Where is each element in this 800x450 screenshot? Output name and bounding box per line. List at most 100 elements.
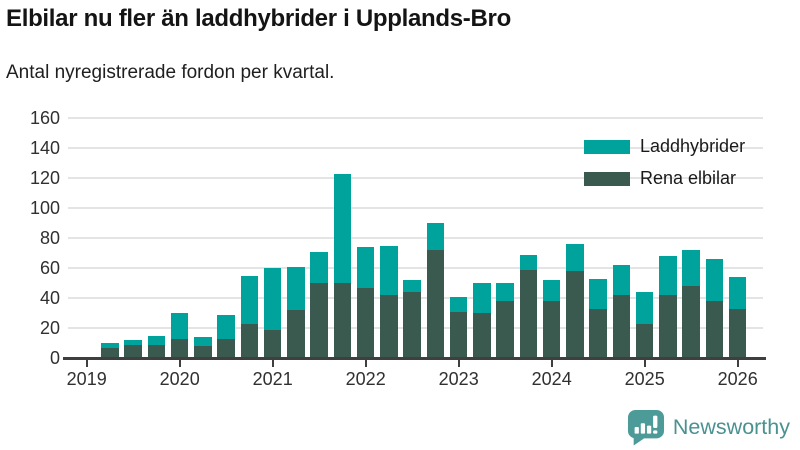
gridline-60 xyxy=(68,267,763,269)
bar-segment-2022Q3-rena-elbilar xyxy=(403,292,421,358)
bar-segment-2025Q1-laddhybrider xyxy=(635,292,654,324)
bar-segment-2019Q4-laddhybrider xyxy=(147,335,166,345)
legend-item-laddhybrider: Laddhybrider xyxy=(584,136,745,157)
bar-segment-2022Q2-laddhybrider xyxy=(380,245,398,295)
x-tick-2025 xyxy=(643,360,646,367)
bar-segment-2025Q1-rena-elbilar xyxy=(635,323,654,358)
bar-segment-2019Q3-laddhybrider xyxy=(124,340,142,345)
bar-segment-2022Q2-rena-elbilar xyxy=(380,295,398,358)
bar-segment-2022Q1-rena-elbilar xyxy=(356,287,375,358)
bar-segment-2021Q3-rena-elbilar xyxy=(310,283,328,358)
bar-segment-2024Q2-laddhybrider xyxy=(566,244,584,271)
legend-item-rena-elbilar: Rena elbilar xyxy=(584,168,745,189)
bar-segment-2019Q3-rena-elbilar xyxy=(124,344,142,358)
bar-segment-2021Q2-laddhybrider xyxy=(287,266,305,310)
bar-segment-2026Q1-rena-elbilar xyxy=(728,308,747,358)
bar-segment-2021Q1-rena-elbilar xyxy=(263,329,282,358)
brand-name: Newsworthy xyxy=(672,415,790,439)
bar-segment-2023Q1-laddhybrider xyxy=(449,296,468,312)
bar-segment-2026Q1-laddhybrider xyxy=(728,277,747,309)
bar-segment-2024Q3-rena-elbilar xyxy=(589,308,607,358)
legend-label-laddhybrider: Laddhybrider xyxy=(640,136,746,156)
x-tick-label-2019: 2019 xyxy=(66,369,107,389)
bar-segment-2019Q2-rena-elbilar xyxy=(101,347,119,358)
gridline-100 xyxy=(68,207,763,209)
x-axis-line xyxy=(63,357,766,360)
chart-title: Elbilar nu fler än laddhybrider i Upplan… xyxy=(6,5,511,32)
x-tick-label-2024: 2024 xyxy=(531,369,572,389)
bar-segment-2024Q1-laddhybrider xyxy=(542,280,561,301)
bar-segment-2024Q4-laddhybrider xyxy=(612,265,631,295)
x-tick-2021 xyxy=(271,360,274,367)
newsworthy-logo-icon xyxy=(627,409,664,446)
legend-swatch-rena-elbilar xyxy=(584,171,630,186)
y-tick-label-100: 100 xyxy=(29,198,60,218)
bar-segment-2023Q3-laddhybrider xyxy=(496,283,514,301)
x-tick-2026 xyxy=(736,360,739,367)
x-tick-label-2023: 2023 xyxy=(438,369,479,389)
bar-segment-2025Q3-rena-elbilar xyxy=(682,286,700,358)
bar-segment-2020Q3-laddhybrider xyxy=(217,314,235,339)
chart-subtitle: Antal nyregistrerade fordon per kvartal. xyxy=(6,62,335,83)
bar-segment-2024Q1-rena-elbilar xyxy=(542,301,561,358)
y-tick-label-160: 160 xyxy=(29,108,60,128)
bar-segment-2022Q3-laddhybrider xyxy=(403,280,421,292)
bar-segment-2023Q3-rena-elbilar xyxy=(496,301,514,358)
x-tick-2022 xyxy=(364,360,367,367)
bar-segment-2023Q4-rena-elbilar xyxy=(519,269,538,358)
bar-segment-2025Q2-rena-elbilar xyxy=(659,295,677,358)
bar-segment-2023Q2-rena-elbilar xyxy=(473,313,491,358)
y-tick-label-120: 120 xyxy=(29,168,60,188)
x-tick-label-2026: 2026 xyxy=(717,369,758,389)
bar-segment-2020Q3-rena-elbilar xyxy=(217,338,235,358)
y-tick-label-0: 0 xyxy=(49,348,60,368)
bar-segment-2024Q2-rena-elbilar xyxy=(566,271,584,358)
bar-segment-2020Q4-rena-elbilar xyxy=(240,323,259,358)
brand-footer: Newsworthy xyxy=(627,409,790,446)
bar-segment-2023Q2-laddhybrider xyxy=(473,283,491,313)
bar-segment-2021Q4-laddhybrider xyxy=(333,173,352,283)
y-tick-label-80: 80 xyxy=(39,228,60,248)
bar-segment-2022Q1-laddhybrider xyxy=(356,247,375,288)
bar-segment-2020Q2-laddhybrider xyxy=(194,337,212,346)
bar-segment-2020Q1-rena-elbilar xyxy=(170,338,189,358)
x-tick-2023 xyxy=(457,360,460,367)
bar-segment-2025Q4-rena-elbilar xyxy=(705,301,724,358)
legend-swatch-laddhybrider xyxy=(584,139,630,154)
bar-segment-2024Q3-laddhybrider xyxy=(589,278,607,309)
y-tick-label-140: 140 xyxy=(29,138,60,158)
bar-segment-2021Q4-rena-elbilar xyxy=(333,283,352,358)
bar-segment-2023Q1-rena-elbilar xyxy=(449,311,468,358)
x-tick-2019 xyxy=(85,360,88,367)
y-tick-label-60: 60 xyxy=(39,258,60,278)
gridline-160 xyxy=(68,117,763,119)
x-tick-2024 xyxy=(550,360,553,367)
gridline-140 xyxy=(68,147,763,149)
bar-segment-2021Q1-laddhybrider xyxy=(263,268,282,330)
x-tick-label-2020: 2020 xyxy=(159,369,200,389)
legend-label-rena-elbilar: Rena elbilar xyxy=(640,168,737,188)
bar-segment-2019Q4-rena-elbilar xyxy=(147,344,166,358)
gridline-120 xyxy=(68,177,763,179)
bar-segment-2021Q3-laddhybrider xyxy=(310,251,328,283)
bar-segment-2020Q4-laddhybrider xyxy=(240,275,259,324)
bar-segment-2019Q2-laddhybrider xyxy=(101,343,119,348)
plot-area: Laddhybrider Rena elbilar 0 20 40 60 80 100 12… xyxy=(30,108,766,389)
bar-segment-2025Q3-laddhybrider xyxy=(682,250,700,286)
legend: Laddhybrider Rena elbilar xyxy=(584,136,745,200)
y-tick-label-40: 40 xyxy=(39,288,60,308)
bar-segment-2021Q2-rena-elbilar xyxy=(287,310,305,358)
bar-segment-2022Q4-rena-elbilar xyxy=(426,250,445,358)
y-tick-label-20: 20 xyxy=(39,318,60,338)
bar-segment-2020Q2-rena-elbilar xyxy=(194,346,212,358)
bar-segment-2023Q4-laddhybrider xyxy=(519,254,538,270)
x-tick-label-2021: 2021 xyxy=(252,369,293,389)
bar-segment-2022Q4-laddhybrider xyxy=(426,223,445,250)
gridline-80 xyxy=(68,237,763,239)
x-tick-label-2025: 2025 xyxy=(624,369,665,389)
bar-segment-2025Q2-laddhybrider xyxy=(659,256,677,295)
bar-segment-2024Q4-rena-elbilar xyxy=(612,295,631,358)
bar-segment-2025Q4-laddhybrider xyxy=(705,259,724,301)
x-tick-label-2022: 2022 xyxy=(345,369,386,389)
